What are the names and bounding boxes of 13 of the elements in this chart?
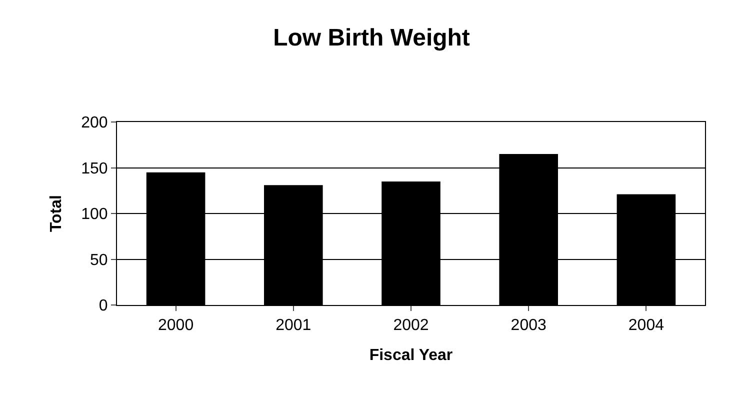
y-tick-label: 50 bbox=[90, 252, 108, 269]
x-tick-label: 2004 bbox=[628, 317, 664, 334]
y-axis-title: Total bbox=[48, 194, 65, 232]
y-tick-label: 100 bbox=[81, 206, 108, 224]
x-tick-label: 2000 bbox=[158, 317, 194, 334]
x-tick-label: 2002 bbox=[393, 317, 429, 334]
y-tick-label: 0 bbox=[98, 298, 108, 315]
y-tick-label: 200 bbox=[81, 114, 108, 132]
x-tick-label: 2001 bbox=[276, 317, 312, 334]
x-tick-label: 2003 bbox=[510, 317, 546, 334]
y-tick-label: 150 bbox=[81, 160, 108, 178]
x-axis-title: Fiscal Year bbox=[369, 346, 453, 364]
chart-title: Low Birth Weight bbox=[273, 24, 470, 52]
